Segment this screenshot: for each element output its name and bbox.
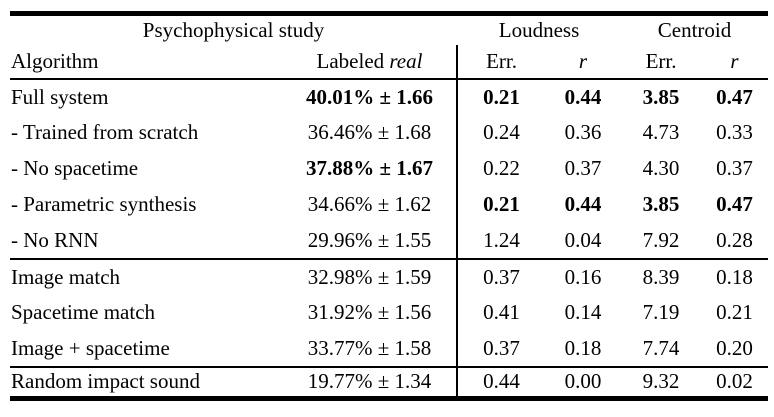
cell-labeled-real: 33.77% ± 1.58: [307, 335, 432, 360]
cell-algorithm: - No spacetime: [11, 156, 139, 180]
cell-algorithm: - Parametric synthesis: [11, 192, 197, 216]
cell-labeled-real: 31.92% ± 1.56: [307, 300, 432, 324]
cell-loudness-r: 0.04: [564, 227, 602, 252]
cell-loudness-err: 0.21: [456, 186, 546, 223]
table-row-image-plus-spacetime: Image + spacetime 33.77% ± 1.58 0.37 0.1…: [10, 330, 769, 367]
cell-loudness-r: 0.14: [564, 300, 602, 324]
header-labeled-emph: real: [389, 48, 423, 73]
cell-centroid-r: 0.47: [716, 84, 753, 109]
cell-loudness-r: 0.36: [564, 120, 602, 144]
header-loudness-err: Err.: [456, 44, 546, 79]
cell-centroid-err: 3.85: [642, 84, 680, 109]
group-header-row: Psychophysical study Loudness Centroid: [10, 14, 768, 45]
cell-centroid-err: 4.30: [642, 156, 680, 180]
header-centroid-r: r: [730, 48, 739, 73]
cell-algorithm: - No RNN: [11, 227, 99, 252]
cell-algorithm: Full system: [11, 84, 109, 109]
cell-loudness-err: 0.24: [456, 114, 546, 151]
table-row-image-match: Image match 32.98% ± 1.59 0.37 0.16 8.39…: [10, 258, 768, 295]
cell-algorithm: Spacetime match: [11, 300, 156, 324]
table-row-trained-from-scratch: - Trained from scratch 36.46% ± 1.68 0.2…: [10, 114, 768, 151]
cell-centroid-r: 0.33: [716, 120, 753, 144]
cell-centroid-r: 0.37: [716, 156, 753, 180]
header-centroid: Centroid: [657, 17, 732, 42]
cell-labeled-real: 19.77% ± 1.34: [307, 369, 432, 394]
cell-centroid-err: 9.32: [642, 369, 680, 394]
cell-centroid-r: 0.02: [716, 369, 753, 394]
results-table: Psychophysical study Loudness Centroid A…: [10, 11, 769, 401]
table-row-parametric-synthesis: - Parametric synthesis 34.66% ± 1.62 0.2…: [10, 186, 768, 223]
cell-centroid-r: 0.20: [716, 335, 753, 360]
cell-centroid-r: 0.28: [716, 227, 753, 252]
cell-centroid-err: 8.39: [642, 264, 680, 289]
cell-loudness-err: 0.22: [456, 150, 546, 187]
cell-loudness-err: 0.21: [456, 78, 546, 115]
cell-loudness-r: 0.44: [564, 84, 602, 109]
column-header-row: Algorithm Labeled real Err. r Err. r: [10, 44, 769, 79]
cell-labeled-real: 34.66% ± 1.62: [307, 192, 432, 216]
cell-loudness-r: 0.16: [564, 264, 602, 289]
table-row-spacetime-match: Spacetime match 31.92% ± 1.56 0.41 0.14 …: [10, 294, 768, 331]
cell-loudness-r: 0.00: [564, 369, 602, 394]
cell-centroid-err: 7.74: [642, 335, 680, 360]
cell-labeled-real: 29.96% ± 1.55: [307, 227, 432, 252]
cell-loudness-r: 0.37: [564, 156, 602, 180]
cell-loudness-err: 0.37: [456, 330, 546, 367]
cell-centroid-r: 0.47: [716, 192, 753, 216]
cell-loudness-err: 0.41: [456, 294, 546, 331]
table-row-no-rnn: - No RNN 29.96% ± 1.55 1.24 0.04 7.92 0.…: [10, 222, 769, 259]
header-loudness-r: r: [578, 48, 588, 73]
table-row-no-spacetime: - No spacetime 37.88% ± 1.67 0.22 0.37 4…: [10, 150, 768, 187]
table-row-full-system: Full system 40.01% ± 1.66 0.21 0.44 3.85…: [10, 78, 768, 115]
cell-centroid-err: 3.85: [642, 192, 680, 216]
header-psychophysical-study: Psychophysical study: [142, 17, 325, 42]
cell-labeled-real: 36.46% ± 1.68: [307, 120, 432, 144]
cell-labeled-real: 32.98% ± 1.59: [307, 264, 432, 289]
cell-centroid-err: 4.73: [642, 120, 680, 144]
cell-centroid-r: 0.18: [716, 264, 753, 289]
header-centroid-err: Err.: [645, 48, 677, 73]
cell-algorithm: Image match: [11, 264, 121, 289]
cell-centroid-err: 7.92: [642, 227, 680, 252]
header-labeled-prefix: Labeled: [316, 48, 385, 73]
cell-labeled-real: 37.88% ± 1.67: [305, 156, 434, 180]
header-labeled-real: Labeled real: [283, 45, 457, 79]
cell-algorithm: Image + spacetime: [11, 335, 170, 360]
table-row-random-impact-sound: Random impact sound 19.77% ± 1.34 0.44 0…: [10, 366, 768, 399]
cell-algorithm: Random impact sound: [11, 369, 200, 394]
cell-loudness-r: 0.18: [564, 335, 602, 360]
cell-centroid-err: 7.19: [642, 300, 680, 324]
cell-algorithm: - Trained from scratch: [11, 120, 199, 144]
cell-loudness-r: 0.44: [564, 192, 602, 216]
cell-loudness-err: 0.37: [456, 258, 546, 295]
cell-labeled-real: 40.01% ± 1.66: [305, 84, 434, 109]
header-algorithm: Algorithm: [11, 48, 99, 73]
cell-loudness-err: 1.24: [456, 222, 546, 259]
header-loudness: Loudness: [498, 17, 580, 42]
cell-loudness-err: 0.44: [456, 366, 546, 399]
cell-centroid-r: 0.21: [716, 300, 753, 324]
